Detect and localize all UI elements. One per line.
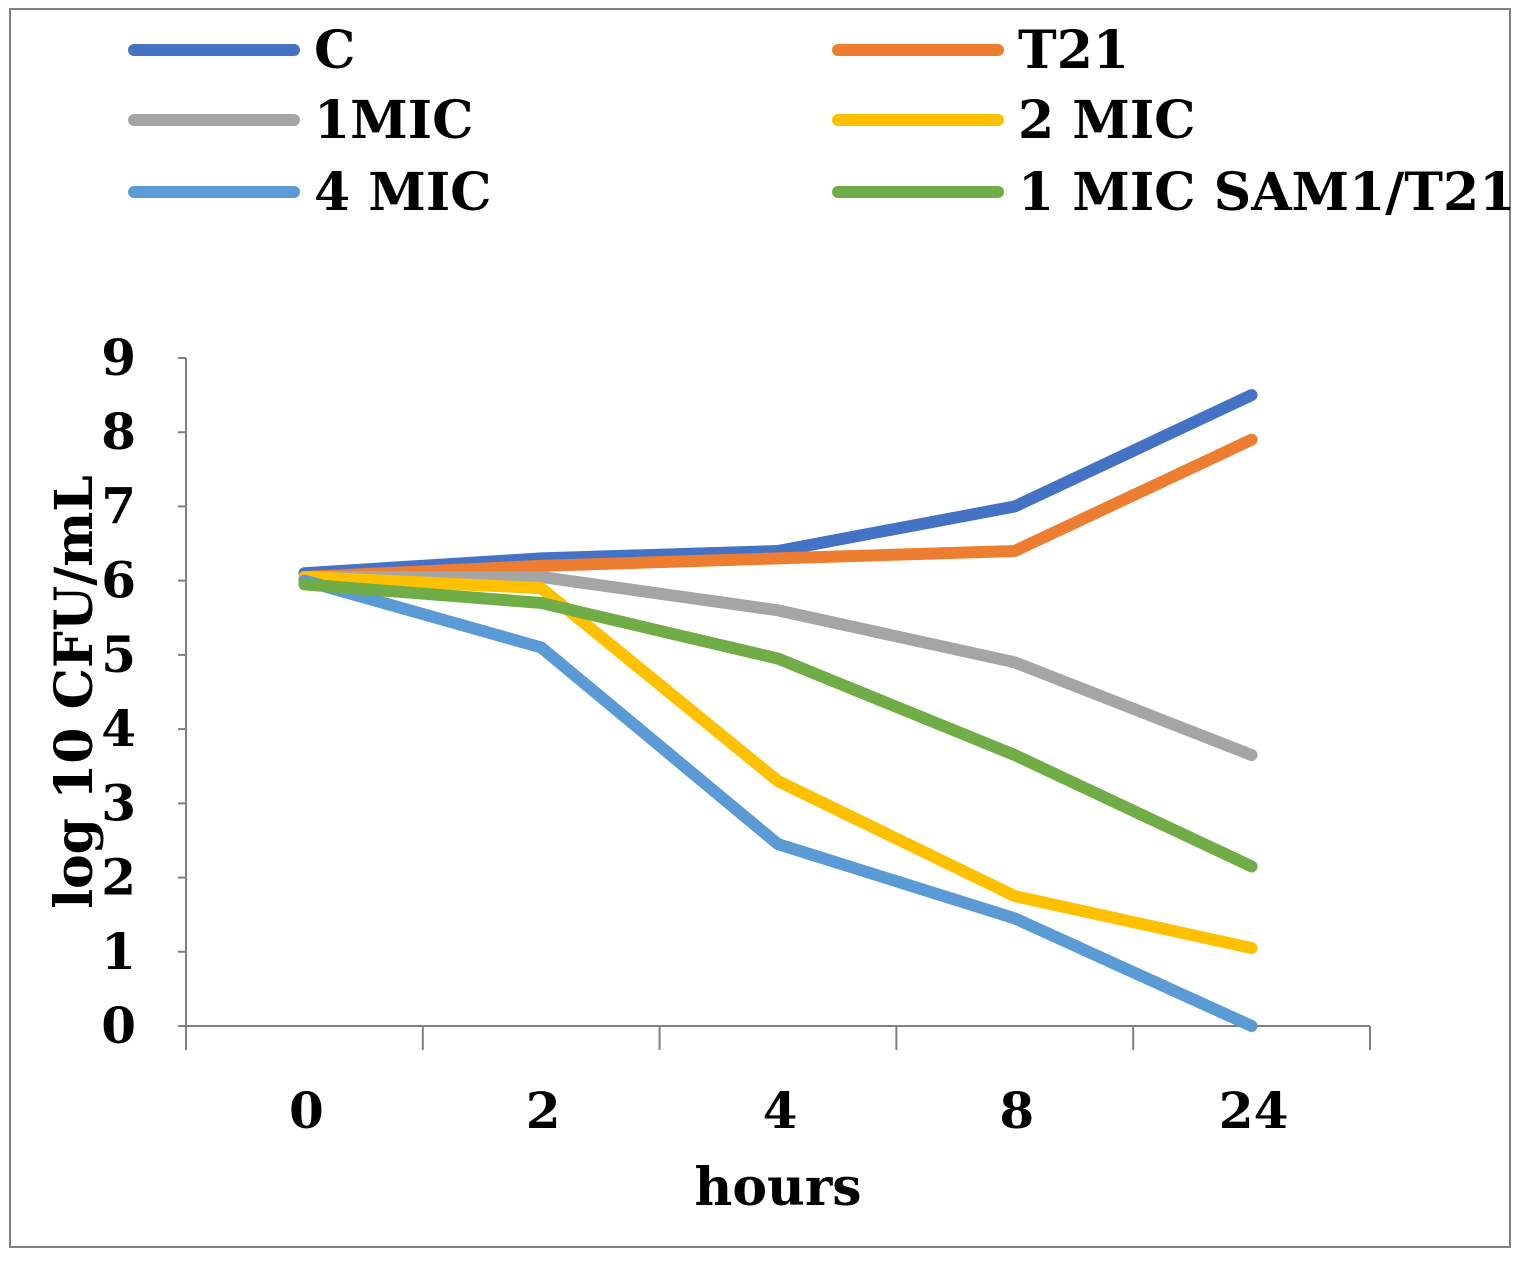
legend-item: 1MIC [128, 90, 473, 151]
x-ticks: 0 2 4 8 24 [185, 1026, 1371, 1140]
y-tick-label: 6 [101, 551, 136, 610]
legend-label: 2 MIC [1018, 90, 1196, 151]
y-axis-title: log 10 CFU/mL [44, 475, 105, 909]
y-tick-label: 1 [101, 922, 136, 981]
y-tick-label: 8 [101, 402, 136, 461]
x-tick-label: 8 [999, 1081, 1034, 1140]
legend: C T21 1MIC 2 MIC 4 MIC 1 MIC SAM1/T21 [128, 20, 1515, 223]
y-tick-label: 7 [101, 476, 136, 535]
legend-label: 1 MIC SAM1/T21 [1018, 162, 1515, 223]
y-tick-label: 5 [101, 625, 136, 684]
y-tick-label: 3 [101, 773, 136, 832]
legend-item: 4 MIC [128, 162, 492, 223]
series-line-1-mic-sam1-t21 [298, 578, 1258, 873]
y-ticks: 0 1 2 3 4 5 6 7 8 9 [101, 328, 186, 1055]
series-lines [298, 389, 1258, 1032]
series-line-2-mic [298, 570, 1258, 955]
y-tick-label: 2 [101, 848, 136, 907]
y-tick-label: 4 [101, 699, 136, 758]
x-axis-title: hours [695, 1157, 862, 1218]
y-tick-label: 0 [101, 996, 136, 1055]
y-tick-label: 9 [101, 328, 136, 387]
chart-border [9, 8, 1511, 1248]
legend-item: C [128, 20, 355, 81]
series-line-c [298, 389, 1258, 580]
series-line-1mic [298, 570, 1258, 762]
legend-label: 1MIC [314, 90, 473, 151]
series-line-4-mic [298, 574, 1258, 1032]
x-tick-label: 2 [526, 1081, 561, 1140]
legend-item: 2 MIC [832, 90, 1196, 151]
x-tick-label: 0 [289, 1081, 324, 1140]
legend-label: T21 [1018, 20, 1129, 81]
legend-item: 1 MIC SAM1/T21 [832, 162, 1515, 223]
legend-item: T21 [832, 20, 1129, 81]
legend-label: 4 MIC [314, 162, 492, 223]
legend-label: C [314, 20, 355, 81]
x-tick-label: 24 [1219, 1081, 1289, 1140]
series-line-t21 [298, 433, 1258, 583]
x-tick-label: 4 [763, 1081, 798, 1140]
